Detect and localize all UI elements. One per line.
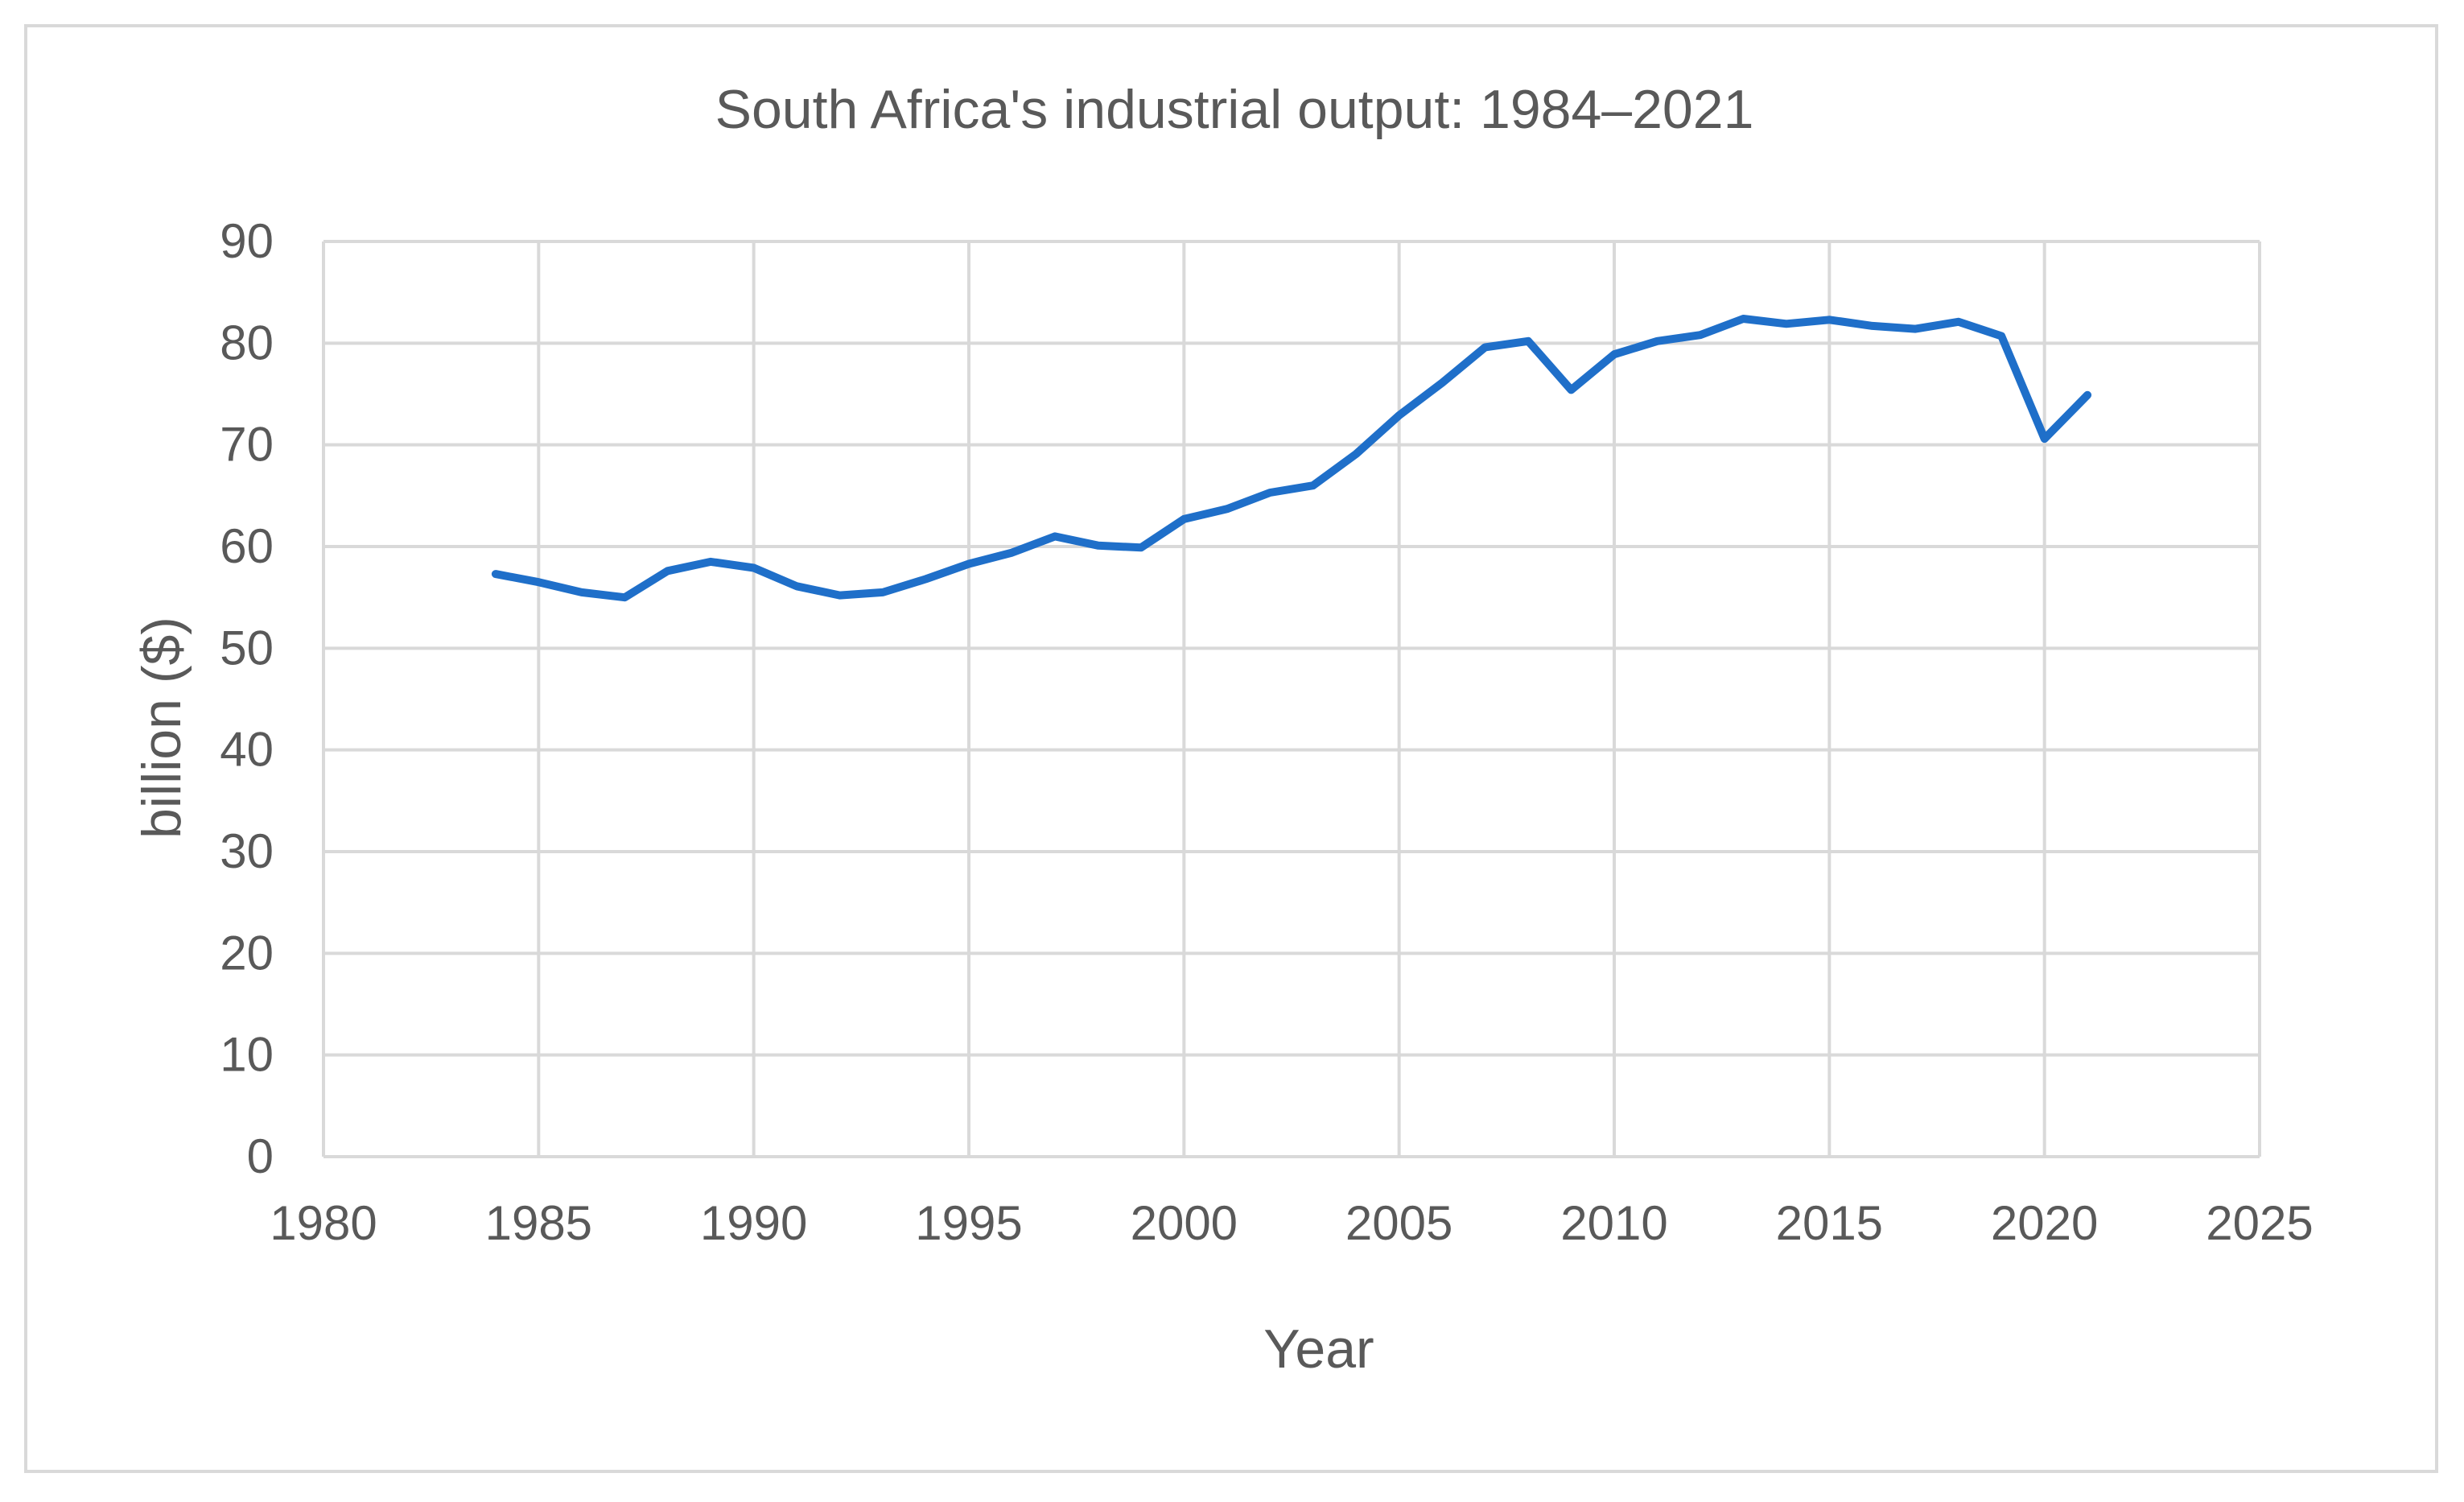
x-tick-label: 2015	[1776, 1196, 1883, 1250]
y-axis-ticks: 0 10 20 30 40 50 60 70 80 90	[220, 214, 274, 1183]
y-tick-label: 10	[220, 1028, 274, 1082]
x-tick-label: 2000	[1131, 1196, 1238, 1250]
x-axis-title: Year	[1263, 1318, 1374, 1380]
y-tick-label: 70	[220, 418, 274, 472]
gridlines	[322, 240, 2261, 1158]
x-tick-label: 1980	[270, 1196, 377, 1250]
x-axis-ticks: 1980 1985 1990 1995 2000 2005 2010 2015 2020 2025	[270, 1196, 2313, 1250]
y-tick-label: 80	[220, 316, 274, 369]
x-tick-label: 2005	[1345, 1196, 1452, 1250]
y-tick-label: 20	[220, 926, 274, 980]
series-line	[491, 315, 2092, 602]
y-axis-title: billion ($)	[131, 617, 192, 839]
line-chart: South Africa's industrial output: 1984–2…	[131, 79, 2314, 1380]
x-tick-label: 1985	[485, 1196, 592, 1250]
y-tick-label: 0	[247, 1129, 274, 1183]
x-tick-label: 1995	[915, 1196, 1022, 1250]
chart-title: South Africa's industrial output: 1984–2…	[715, 79, 1754, 140]
x-tick-label: 1990	[700, 1196, 807, 1250]
x-tick-label: 2025	[2206, 1196, 2313, 1250]
y-tick-label: 50	[220, 621, 274, 675]
x-tick-label: 2010	[1560, 1196, 1667, 1250]
y-tick-label: 60	[220, 519, 274, 573]
y-tick-label: 90	[220, 214, 274, 268]
chart-frame: South Africa's industrial output: 1984–2…	[24, 24, 2438, 1473]
y-tick-label: 40	[220, 723, 274, 777]
x-tick-label: 2020	[1991, 1196, 2098, 1250]
series-group	[491, 315, 2092, 602]
y-tick-label: 30	[220, 824, 274, 878]
